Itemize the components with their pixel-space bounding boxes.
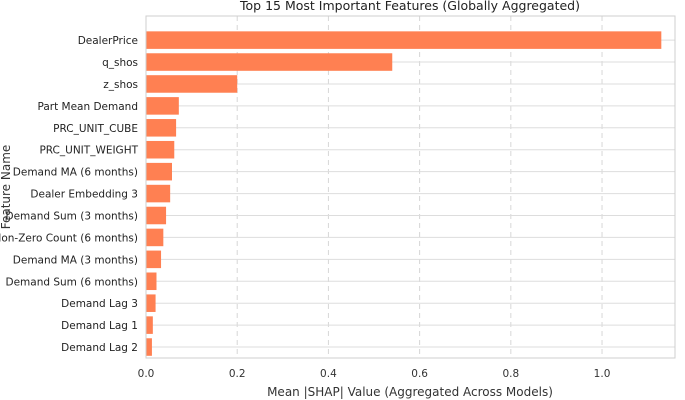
category-label: Demand Sum (3 months): [5, 211, 138, 223]
x-tick-label: 0.4: [320, 368, 337, 380]
bar: [146, 228, 164, 247]
bar: [146, 206, 167, 225]
x-tick-label: 0.2: [229, 368, 246, 380]
labels-layer: 0.0 0.2 0.4 0.6 0.8 1.0 DealerPrice q_shos z_sho…: [0, 35, 610, 380]
bars-layer: [146, 31, 662, 356]
category-label: PRC_UNIT_WEIGHT: [39, 145, 138, 157]
bar: [146, 97, 179, 115]
bar: [146, 119, 177, 137]
category-label: Part Mean Demand: [37, 101, 138, 113]
bar: [146, 53, 393, 71]
plot-frame: [145, 15, 676, 359]
x-tick-label: 0.0: [138, 368, 155, 380]
bar: [146, 162, 172, 181]
x-axis-title: Mean |SHAP| Value (Aggregated Across Mod…: [267, 385, 553, 399]
category-label: Dealer Embedding 3: [30, 189, 138, 201]
category-label: Demand Lag 3: [61, 298, 138, 310]
category-label: z_shos: [103, 79, 138, 91]
bar: [146, 272, 157, 291]
category-label: Demand Sum (6 months): [5, 276, 138, 288]
category-label: Demand MA (6 months): [13, 167, 138, 179]
bar: [146, 75, 238, 93]
bar: [146, 31, 662, 49]
bar: [146, 338, 152, 356]
category-label: Demand Lag 1: [61, 320, 138, 332]
category-label: q_shos: [102, 57, 138, 69]
category-label: PRC_UNIT_CUBE: [53, 123, 138, 135]
x-tick-label: 0.6: [411, 368, 428, 380]
bar: [146, 294, 156, 312]
y-axis-title: Feature Name: [0, 145, 13, 230]
x-tick-label: 1.0: [594, 368, 611, 380]
bar: [146, 184, 171, 203]
bar: [146, 316, 153, 334]
chart-title: Top 15 Most Important Features (Globally…: [239, 0, 580, 13]
bar: [146, 140, 175, 159]
bar: [146, 250, 162, 269]
category-label: Demand Lag 2: [61, 342, 138, 354]
x-tick-label: 0.8: [502, 368, 519, 380]
category-label: Demand MA (3 months): [13, 254, 138, 266]
category-label: DealerPrice: [78, 35, 138, 47]
category-label: Non-Zero Count (6 months): [0, 232, 138, 244]
